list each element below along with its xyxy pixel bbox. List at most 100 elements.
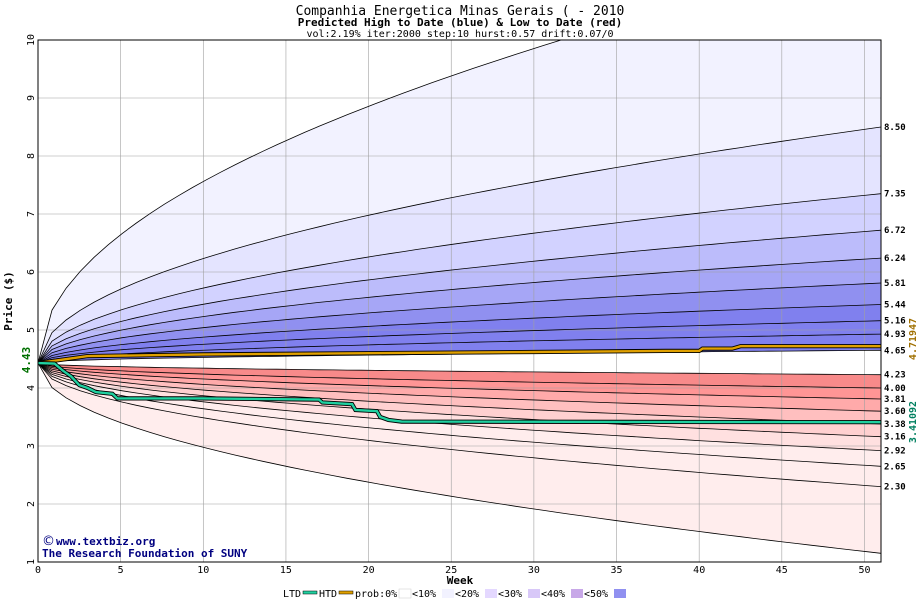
percentile-line bbox=[38, 304, 881, 364]
percentile-line bbox=[38, 362, 881, 438]
end-value-label: 5.81 bbox=[884, 279, 906, 289]
plot-frame bbox=[37, 39, 882, 563]
end-value-label: 4.00 bbox=[884, 384, 906, 394]
legend-item-label: <20% bbox=[455, 589, 479, 600]
htd-end-label: 4.71947 bbox=[908, 318, 919, 360]
ltd-end-label: 3.41092 bbox=[908, 401, 919, 443]
y-tick-label: 9 bbox=[26, 95, 37, 101]
y-tick-label: 6 bbox=[26, 269, 37, 275]
copyright-icon: © bbox=[42, 534, 55, 549]
series-lines bbox=[38, 344, 881, 425]
chart-title: Companhia Energetica Minas Gerais ( - 20… bbox=[296, 4, 625, 19]
y-tick-label: 2 bbox=[26, 501, 37, 507]
x-tick-label: 30 bbox=[528, 565, 540, 576]
legend-swatch bbox=[442, 589, 454, 598]
x-tick-labels: 0 5 10 15 20 25 30 35 40 45 50 bbox=[35, 565, 871, 576]
htd-series-line bbox=[38, 345, 881, 365]
percentile-line bbox=[38, 333, 881, 364]
end-value-label: 4.65 bbox=[884, 346, 906, 356]
low-band-9 bbox=[38, 363, 881, 554]
end-value-label: 4.23 bbox=[884, 371, 906, 381]
legend-swatch bbox=[614, 589, 626, 598]
percentile-line bbox=[38, 40, 563, 364]
high-band-2 bbox=[38, 193, 881, 364]
low-band-6 bbox=[38, 363, 881, 451]
percentile-line bbox=[38, 193, 881, 364]
y-tick-label: 8 bbox=[26, 153, 37, 159]
low-band-1 bbox=[38, 363, 881, 388]
end-value-label: 5.16 bbox=[884, 317, 906, 327]
y-tick-label: 1 bbox=[26, 559, 37, 565]
percentile-line bbox=[38, 126, 881, 364]
end-value-label: 3.38 bbox=[884, 420, 906, 430]
legend-htd-swatch bbox=[338, 590, 354, 595]
ltd-series-line bbox=[38, 361, 881, 424]
end-value-label: 2.30 bbox=[884, 483, 906, 493]
percentile-line bbox=[38, 362, 881, 376]
end-value-label: 2.92 bbox=[884, 447, 906, 457]
legend-item-label: <10% bbox=[412, 589, 436, 600]
x-tick-label: 20 bbox=[363, 565, 375, 576]
y-tick-label: 10 bbox=[26, 34, 37, 46]
end-value-label: 5.44 bbox=[884, 301, 906, 311]
legend: LTD HTD prob:0% <10% <20% <30% <40% <50% bbox=[283, 588, 626, 600]
end-value-label: 3.16 bbox=[884, 433, 906, 443]
low-band-3 bbox=[38, 363, 881, 412]
legend-swatch bbox=[485, 589, 497, 598]
high-band-0 bbox=[38, 40, 881, 364]
x-axis-label: Week bbox=[447, 574, 474, 587]
x-tick-label: 35 bbox=[610, 565, 622, 576]
y-tick-label: 5 bbox=[26, 327, 37, 333]
legend-ltd-label: LTD bbox=[283, 589, 301, 600]
end-value-label: 8.50 bbox=[884, 123, 906, 133]
low-band-4 bbox=[38, 363, 881, 424]
y-tick-label: 3 bbox=[26, 443, 37, 449]
y-tick-labels: 1 2 3 4 5 6 7 8 9 10 bbox=[26, 34, 37, 565]
percentile-line bbox=[38, 362, 881, 554]
low-band-7 bbox=[38, 363, 881, 467]
end-value-label: 7.35 bbox=[884, 190, 906, 200]
y-axis-label: Price ($) bbox=[2, 271, 15, 331]
end-value-labels: 8.50 7.35 6.72 6.24 5.81 5.44 5.16 4.93 4.65 4.23… bbox=[884, 123, 906, 493]
legend-item-label: <50% bbox=[584, 589, 608, 600]
legend-item-label: <30% bbox=[498, 589, 522, 600]
legend-swatch bbox=[398, 588, 412, 599]
high-band-3 bbox=[38, 230, 881, 364]
low-band-8 bbox=[38, 363, 881, 487]
legend-prob-label: prob:0% bbox=[355, 589, 397, 600]
end-value-label: 3.81 bbox=[884, 395, 906, 405]
chart-subtitle: Predicted High to Date (blue) & Low to D… bbox=[298, 16, 623, 29]
low-band-5 bbox=[38, 363, 881, 437]
x-tick-label: 45 bbox=[776, 565, 788, 576]
high-band-5 bbox=[38, 283, 881, 364]
y-tick-label: 4 bbox=[26, 385, 37, 391]
end-value-label: 4.93 bbox=[884, 330, 906, 340]
high-band-1 bbox=[38, 127, 881, 364]
legend-swatch bbox=[571, 589, 583, 598]
credit-url: www.textbiz.org bbox=[56, 535, 155, 548]
percentile-line bbox=[38, 362, 881, 487]
x-tick-label: 40 bbox=[693, 565, 705, 576]
percentile-line bbox=[38, 362, 881, 400]
x-tick-label: 25 bbox=[445, 565, 457, 576]
end-value-label: 6.72 bbox=[884, 226, 906, 236]
y-tick-label: 7 bbox=[26, 211, 37, 217]
end-value-label: 2.65 bbox=[884, 462, 906, 472]
x-tick-label: 50 bbox=[858, 565, 870, 576]
high-band-6 bbox=[38, 304, 881, 364]
high-band-4 bbox=[38, 258, 881, 364]
start-price-label: 4.43 bbox=[20, 347, 33, 374]
legend-ltd-swatch bbox=[302, 590, 318, 595]
x-tick-label: 0 bbox=[35, 565, 41, 576]
percentile-line bbox=[38, 362, 881, 425]
high-band-7 bbox=[38, 320, 881, 364]
percentile-line bbox=[38, 257, 881, 364]
end-value-label: 6.24 bbox=[884, 254, 906, 264]
x-tick-label: 15 bbox=[280, 565, 292, 576]
percentile-line bbox=[38, 362, 881, 389]
percentile-line bbox=[38, 282, 881, 364]
x-tick-label: 5 bbox=[118, 565, 124, 576]
percentile-bands bbox=[38, 40, 881, 562]
legend-item-label: <40% bbox=[541, 589, 565, 600]
